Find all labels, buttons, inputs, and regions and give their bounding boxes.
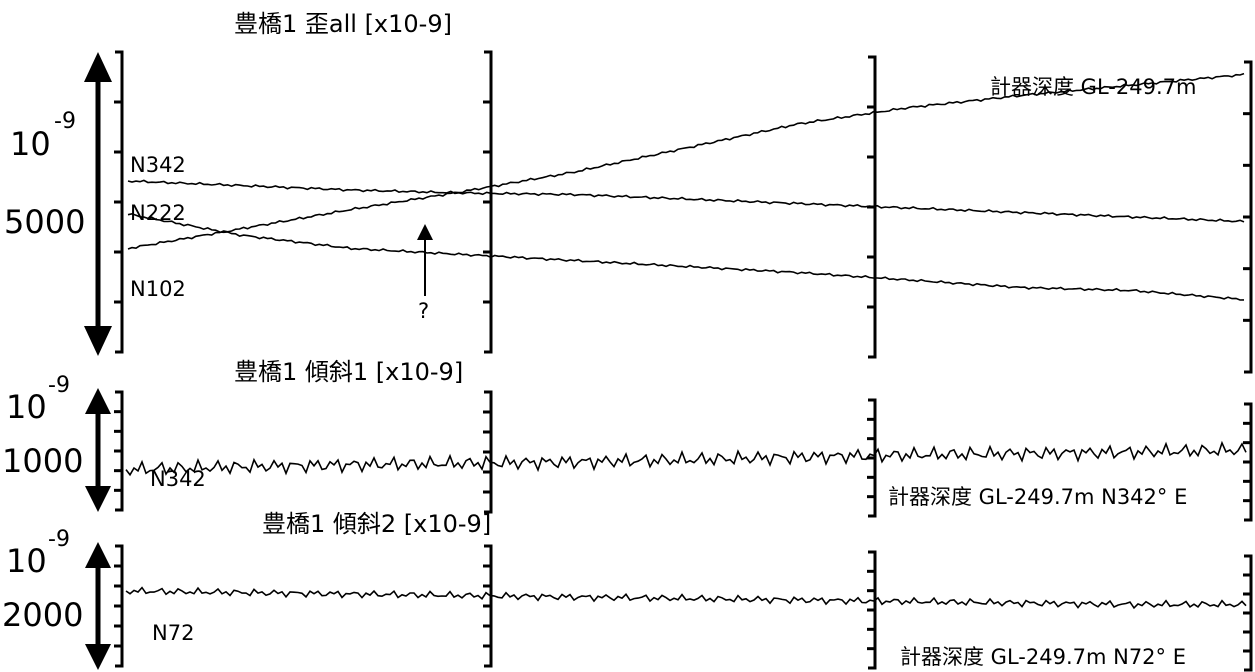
panel-title: 豊橋1 傾斜1 [x10-9] bbox=[234, 358, 463, 386]
scale-arrow-down-icon bbox=[84, 326, 112, 356]
annotation-question: ? bbox=[418, 299, 429, 323]
panel-strain-all: 豊橋1 歪all [x10-9] 10 -9 5000 N342 N222 N1… bbox=[4, 10, 1253, 374]
depth-label: 計器深度 GL-249.7m N342° E bbox=[888, 485, 1187, 509]
day-bracket bbox=[483, 544, 493, 668]
day-bracket bbox=[867, 550, 877, 670]
day-bracket bbox=[867, 55, 877, 359]
scale-value: 2000 bbox=[2, 596, 83, 634]
series-line-n72 bbox=[125, 586, 1247, 610]
day-bracket bbox=[483, 390, 493, 514]
panel-title: 豊橋1 歪all [x10-9] bbox=[234, 10, 452, 38]
scale-exponent: -9 bbox=[48, 373, 70, 398]
scale-unit: 10 bbox=[10, 125, 51, 163]
panel-title: 豊橋1 傾斜2 [x10-9] bbox=[262, 510, 491, 538]
scale-unit: 10 bbox=[6, 388, 47, 426]
scale-value: 5000 bbox=[4, 203, 85, 241]
series-line-n102 bbox=[127, 72, 1245, 250]
day-bracket bbox=[114, 544, 124, 668]
day-bracket bbox=[114, 390, 124, 512]
depth-label: 計器深度 GL-249.7m N72° E bbox=[900, 645, 1186, 669]
panel-tilt-2: 豊橋1 傾斜2 [x10-9] 10 -9 2000 N72 計器深度 GL-2… bbox=[2, 510, 1253, 672]
series-line-n342 bbox=[125, 440, 1247, 477]
series-label-n342: N342 bbox=[150, 467, 206, 491]
series-label-n342: N342 bbox=[130, 153, 186, 177]
series-label-n102: N102 bbox=[130, 277, 186, 301]
scale-arrow-up-icon bbox=[84, 52, 112, 82]
scale-unit: 10 bbox=[6, 542, 47, 580]
series-label-n222: N222 bbox=[130, 201, 186, 225]
depth-label: 計器深度 GL-249.7m bbox=[990, 75, 1196, 99]
series-label-n72: N72 bbox=[152, 621, 194, 645]
scale-arrow-up-icon bbox=[85, 388, 111, 414]
day-bracket bbox=[1243, 554, 1253, 672]
scale-arrow-up-icon bbox=[85, 542, 111, 568]
scale-value: 1000 bbox=[2, 442, 83, 480]
scale-arrow-down-icon bbox=[85, 486, 111, 512]
day-bracket bbox=[1243, 60, 1253, 374]
scale-exponent: -9 bbox=[54, 109, 76, 134]
day-bracket bbox=[1243, 402, 1253, 522]
scale-exponent: -9 bbox=[48, 527, 70, 552]
scale-arrow-down-icon bbox=[85, 644, 111, 670]
series-line-n342 bbox=[127, 179, 1245, 223]
panel-tilt-1: 豊橋1 傾斜1 [x10-9] 10 -9 1000 N342 計器深度 GL-… bbox=[2, 358, 1253, 522]
day-bracket bbox=[483, 50, 493, 354]
day-bracket bbox=[114, 50, 124, 354]
day-bracket bbox=[867, 398, 877, 518]
series-line-n222 bbox=[127, 212, 1245, 301]
